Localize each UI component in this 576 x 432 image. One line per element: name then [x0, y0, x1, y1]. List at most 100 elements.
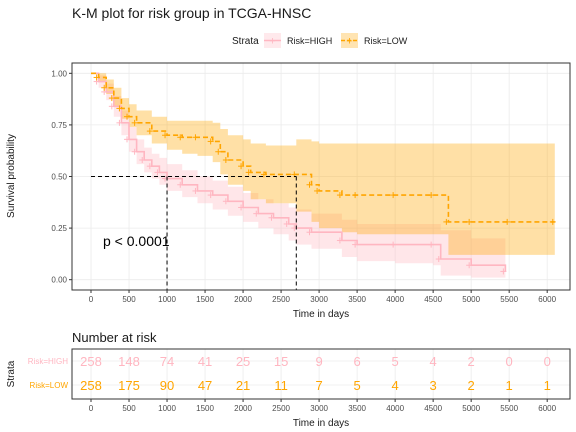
- censor-mark-risk-high: [283, 220, 290, 227]
- risk-cell: 3: [430, 378, 437, 393]
- risk-table-x-ticks: 0 500 1000 1500 2000 2500 3000 3500 4000 4500 5000…: [89, 399, 557, 413]
- risk-cell: 41: [198, 354, 212, 369]
- censor-mark-risk-low: [428, 192, 435, 199]
- legend-label-low: Risk=LOW: [364, 36, 408, 46]
- x-tick-label: 0: [89, 295, 94, 304]
- x-tick-label: 4000: [386, 295, 404, 304]
- censor-mark-risk-high: [500, 268, 507, 275]
- ci-band-risk-low: [91, 73, 555, 255]
- censor-mark-risk-low: [314, 187, 321, 194]
- risk-row-label: Risk=HIGH: [28, 357, 68, 366]
- censor-mark-risk-high: [146, 163, 153, 170]
- y-axis-ticks: 0.00 0.25 0.50 0.75 1.00: [51, 69, 72, 285]
- confidence-bands: [91, 73, 555, 278]
- risk-cell: 258: [80, 354, 102, 369]
- censor-mark-risk-low: [336, 192, 343, 199]
- censor-mark-risk-low: [466, 218, 473, 225]
- risk-table-grid: [72, 349, 570, 399]
- y-tick-label: 1.00: [51, 69, 67, 78]
- y-tick-label: 0.00: [51, 276, 67, 285]
- censor-mark-risk-low: [245, 169, 252, 176]
- x-tick-label: 1500: [196, 295, 214, 304]
- risk-cell: 5: [353, 378, 360, 393]
- censor-mark-risk-low: [131, 119, 138, 126]
- censor-mark-risk-high: [154, 169, 161, 176]
- censor-mark-risk-high: [192, 187, 199, 194]
- y-tick-label: 0.75: [51, 121, 67, 130]
- legend: Strata + Risk=HIGH + Risk=LOW: [232, 33, 408, 48]
- censor-mark-risk-low: [108, 95, 115, 102]
- risk-cell: 4: [392, 378, 399, 393]
- censor-mark-risk-low: [93, 74, 100, 81]
- table-x-tick-label: 2500: [272, 404, 290, 413]
- legend-item-high: + Risk=HIGH: [264, 33, 332, 48]
- censor-mark-risk-low: [146, 128, 153, 135]
- p-value-annotation: p < 0.0001: [103, 233, 170, 249]
- risk-row-label: Risk=LOW: [30, 381, 69, 390]
- censor-mark-risk-high: [222, 198, 229, 205]
- ci-band-risk-high: [91, 73, 506, 278]
- risk-table-background: [72, 349, 570, 399]
- risk-cell: 9: [315, 354, 322, 369]
- censor-mark-risk-high: [131, 148, 138, 155]
- risk-cell: 25: [236, 354, 250, 369]
- x-tick-label: 1000: [158, 295, 176, 304]
- x-tick-label: 2000: [234, 295, 252, 304]
- table-x-tick-label: 4000: [386, 404, 404, 413]
- censor-mark-risk-low: [504, 218, 511, 225]
- censor-mark-risk-high: [116, 119, 123, 126]
- censor-mark-risk-high: [268, 214, 275, 221]
- censor-mark-risk-high: [428, 241, 435, 248]
- legend-title: Strata: [232, 36, 259, 47]
- table-x-tick-label: 5000: [462, 404, 480, 413]
- x-tick-label: 2500: [272, 295, 290, 304]
- censor-mark-risk-low: [443, 218, 450, 225]
- censor-mark-risk-high: [466, 262, 473, 269]
- risk-cell: 175: [118, 378, 140, 393]
- table-x-tick-label: 0: [89, 404, 94, 413]
- y-tick-label: 0.25: [51, 224, 67, 233]
- censor-mark-risk-high: [177, 181, 184, 188]
- censor-mark-risk-low: [222, 156, 229, 163]
- censor-mark-risk-low: [177, 134, 184, 141]
- censor-mark-risk-high: [207, 192, 214, 199]
- table-x-tick-label: 3500: [348, 404, 366, 413]
- censor-mark-risk-low: [390, 192, 397, 199]
- censor-mark-risk-low: [192, 134, 199, 141]
- censor-mark-risk-high: [108, 103, 115, 110]
- censor-mark-risk-high: [435, 256, 442, 263]
- censor-mark-risk-low: [238, 163, 245, 170]
- table-x-tick-label: 1000: [158, 404, 176, 413]
- risk-row-risk-high: 258 148 74 41 25 15 9 6 5 4 2 0 0: [80, 354, 551, 369]
- x-tick-label: 500: [122, 295, 136, 304]
- y-axis-title: Survival probability: [6, 134, 17, 218]
- censor-mark-risk-high: [124, 136, 131, 143]
- risk-cell: 11: [274, 378, 288, 393]
- censor-mark-risk-low: [352, 192, 359, 199]
- x-tick-label: 6000: [538, 295, 556, 304]
- censor-mark-risk-high: [336, 237, 343, 244]
- censor-mark-risk-low: [116, 105, 123, 112]
- chart-title: K-M plot for risk group in TCGA-HNSC: [72, 5, 311, 21]
- survival-curves: [91, 72, 556, 275]
- y-tick-label: 0.50: [51, 173, 67, 182]
- censor-mark-risk-high: [139, 156, 146, 163]
- risk-cell: 6: [353, 354, 360, 369]
- censor-mark-risk-low: [306, 181, 313, 188]
- risk-cell: 15: [274, 354, 288, 369]
- svg-text:+: +: [346, 36, 352, 48]
- censor-mark-risk-high: [306, 229, 313, 236]
- risk-table-border: [71, 348, 571, 400]
- table-x-tick-label: 500: [122, 404, 136, 413]
- censor-mark-risk-high: [253, 210, 260, 217]
- risk-table-row-labels: Risk=HIGH Risk=LOW: [28, 357, 69, 390]
- risk-table-title: Number at risk: [72, 330, 157, 345]
- risk-cell: 47: [198, 378, 212, 393]
- legend-item-low: + Risk=LOW: [341, 33, 408, 48]
- risk-table-y-title: Strata: [6, 360, 17, 387]
- censor-mark-risk-low: [260, 171, 267, 178]
- censor-mark-risk-low: [207, 138, 214, 145]
- censor-mark-risk-low: [215, 148, 222, 155]
